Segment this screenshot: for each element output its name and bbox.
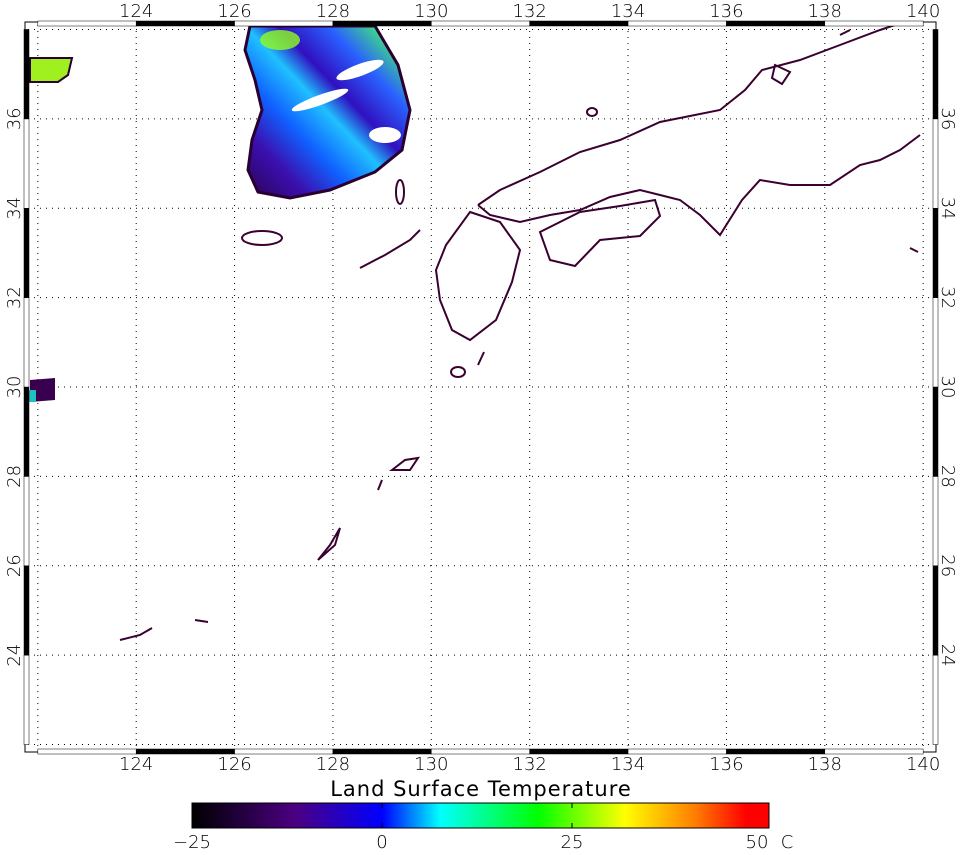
frame-bar-left	[23, 565, 30, 656]
frame-bar-left	[23, 29, 30, 120]
frame-bar-left	[23, 386, 30, 477]
lat-tick-left: 30	[4, 376, 25, 399]
colorbar: Land Surface Temperature −25 0 25 50 C	[173, 777, 793, 853]
lon-tick-top: 134	[611, 1, 645, 22]
coast-tsushima	[395, 179, 405, 205]
lon-tick-bottom: 126	[217, 754, 251, 775]
lat-tick-right: 26	[937, 554, 958, 577]
lat-tick-right: 24	[937, 644, 958, 667]
frame-bar-right	[932, 29, 939, 120]
frame-bar-right	[932, 654, 939, 745]
frame-bar-bottom	[824, 748, 924, 755]
lon-tick-bottom: 138	[808, 754, 842, 775]
colorbar-label-min: −25	[173, 832, 211, 853]
frame-bar-right	[932, 565, 939, 656]
lon-tick-top: 140	[906, 1, 940, 22]
frame-bar-right	[932, 207, 939, 298]
frame-bar-right	[932, 386, 939, 477]
lat-tick-left: 24	[4, 644, 25, 667]
frame-bar-right	[932, 476, 939, 567]
frame-bar-left	[23, 654, 30, 745]
lon-tick-bottom: 136	[709, 754, 743, 775]
frame-bar-left	[23, 476, 30, 567]
lon-tick-top: 136	[709, 1, 743, 22]
coast-sakishima	[119, 619, 209, 641]
lat-tick-left: 34	[4, 197, 25, 220]
frame-bar-left	[23, 207, 30, 298]
frame-bar-left	[23, 297, 30, 388]
coast-okinawa	[317, 527, 341, 561]
lon-tick-top: 138	[808, 1, 842, 22]
coast-honshu	[477, 24, 921, 237]
frame-bar-right	[932, 118, 939, 209]
graticule	[28, 25, 933, 749]
lon-tick-top: 126	[217, 1, 251, 22]
frame-bar-top	[824, 20, 924, 27]
lon-tick-top: 130	[414, 1, 448, 22]
colorbar-label-max: 50	[746, 832, 769, 853]
lon-tick-bottom: 124	[119, 754, 153, 775]
lat-tick-left: 32	[4, 286, 25, 309]
lat-tick-right: 30	[937, 376, 958, 399]
colorbar-gradient	[191, 802, 770, 829]
lat-tick-right: 34	[937, 197, 958, 220]
colorbar-unit: C	[781, 832, 794, 853]
frame-bar-right	[932, 297, 939, 388]
map-frame	[23, 20, 939, 755]
lat-tick-right: 36	[937, 107, 958, 130]
lst-data-korea	[28, 24, 412, 402]
axis-tick-labels: 124 124 126 126 128 128 130 130 132 132 134 134 136 1…	[4, 1, 958, 775]
colorbar-title: Land Surface Temperature	[330, 777, 632, 801]
lon-tick-bottom: 140	[906, 754, 940, 775]
lat-tick-right: 32	[937, 286, 958, 309]
lon-tick-top: 132	[513, 1, 547, 22]
lat-tick-right: 28	[937, 465, 958, 488]
frame-border	[24, 21, 937, 753]
colorbar-label-25: 25	[561, 832, 584, 853]
lon-tick-bottom: 128	[316, 754, 350, 775]
lon-tick-bottom: 132	[513, 754, 547, 775]
lon-tick-top: 128	[316, 1, 350, 22]
colorbar-label-0: 0	[376, 832, 387, 853]
lon-tick-bottom: 130	[414, 754, 448, 775]
coastlines	[119, 24, 921, 641]
coast-jeju	[241, 230, 283, 246]
coast-shikoku	[538, 198, 662, 268]
lat-tick-left: 36	[4, 107, 25, 130]
coast-kyushu	[434, 210, 522, 342]
lon-tick-bottom: 134	[611, 754, 645, 775]
lat-tick-left: 28	[4, 465, 25, 488]
lon-tick-top: 124	[119, 1, 153, 22]
coast-sado	[770, 63, 792, 86]
frame-bar-left	[23, 118, 30, 209]
coast-amami	[389, 456, 421, 471]
lat-tick-left: 26	[4, 554, 25, 577]
